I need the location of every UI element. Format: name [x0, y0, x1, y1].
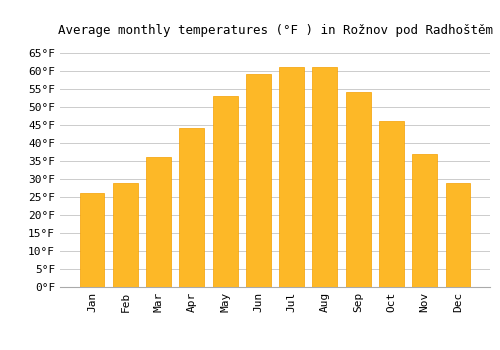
Bar — [113, 182, 138, 287]
Bar — [279, 67, 304, 287]
Bar — [412, 154, 437, 287]
Title: Average monthly temperatures (°F ) in Rožnov pod Radhoštěm: Average monthly temperatures (°F ) in Ro… — [58, 24, 492, 37]
Bar — [379, 121, 404, 287]
Bar — [212, 96, 238, 287]
Bar — [446, 182, 470, 287]
Bar — [80, 193, 104, 287]
Bar — [346, 92, 370, 287]
Bar — [180, 128, 204, 287]
Bar — [246, 75, 271, 287]
Bar — [146, 157, 171, 287]
Bar — [312, 67, 338, 287]
